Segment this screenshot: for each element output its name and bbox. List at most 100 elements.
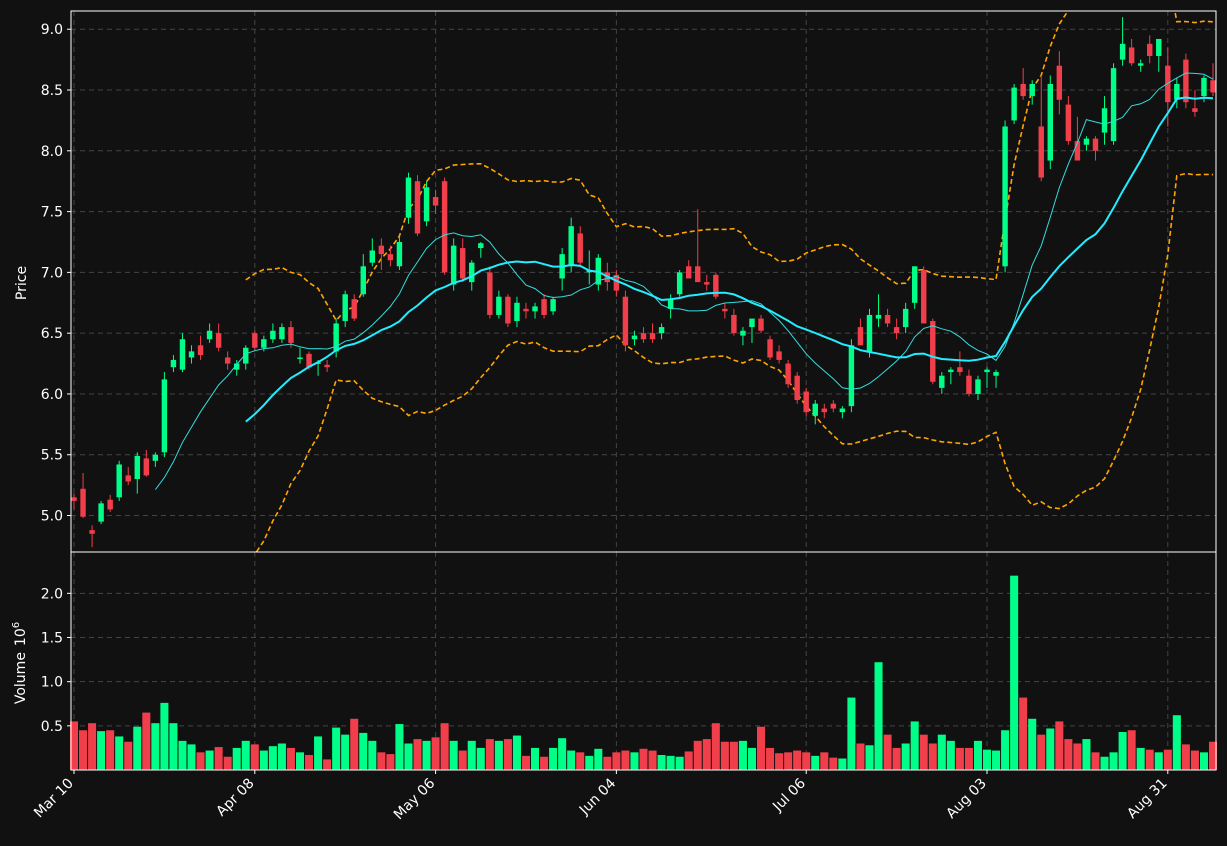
candle-body [957, 367, 963, 373]
candle-body [378, 245, 385, 255]
candle-body [459, 248, 466, 279]
candle-body [215, 333, 222, 348]
volume-bar [1037, 734, 1046, 770]
volume-bar [702, 739, 711, 770]
candle-body [234, 363, 240, 370]
volume-bar [142, 712, 151, 770]
volume-bar [811, 755, 820, 770]
volume-bar [729, 741, 738, 770]
candle-body [1128, 47, 1135, 64]
volume-bar [928, 743, 937, 770]
volume-bar [946, 740, 955, 770]
volume-bar [549, 747, 558, 770]
volume-bar [449, 740, 458, 770]
ma-short-line [154, 72, 1214, 490]
price-tick-label: 6.5 [41, 326, 63, 342]
candle-body [523, 308, 529, 312]
volume-bar [937, 734, 946, 770]
candle-body [288, 327, 294, 343]
volume-bar [494, 740, 503, 770]
candle-body [369, 250, 376, 263]
candle-body [568, 226, 574, 267]
volume-bar [684, 751, 693, 770]
volume-bar [277, 743, 286, 770]
volume-bar [332, 727, 341, 770]
candle-body [170, 359, 177, 368]
volume-bar [1199, 752, 1208, 770]
candle-body [740, 330, 746, 336]
volume-bar [187, 744, 196, 770]
volume-bar [775, 753, 784, 770]
candle-body [1002, 126, 1008, 267]
volume-bar [603, 756, 612, 770]
volume-bar [88, 723, 97, 770]
candle-body [984, 369, 990, 373]
volume-bar [657, 754, 666, 770]
volume-bar [738, 740, 747, 770]
candle-body [1201, 77, 1207, 97]
volume-bar [205, 750, 214, 770]
candle-body [279, 327, 285, 340]
candle-body [351, 299, 357, 319]
candle-body [243, 347, 249, 364]
volume-panel: 0.5 1.0 1.5 2.0 Volume 106 [11, 551, 1218, 771]
volume-bar [874, 662, 883, 770]
volume-bar [720, 741, 729, 770]
candle-body [812, 403, 818, 416]
volume-bar [214, 747, 223, 770]
candle-body [188, 351, 195, 358]
volume-bar [693, 740, 702, 770]
volume-tick-label: 0.5 [41, 719, 63, 735]
volume-bar [639, 748, 648, 770]
candle-body [731, 314, 737, 334]
candle-body [1011, 87, 1017, 121]
candle-body [758, 318, 764, 331]
candle-body [514, 302, 520, 322]
volume-bar [621, 750, 630, 770]
volume-bar [982, 749, 992, 770]
candle-body [1065, 104, 1072, 142]
candle-body [179, 339, 186, 370]
volume-bar [910, 721, 919, 770]
candle-body [98, 503, 104, 522]
volume-y-axis: 0.5 1.0 1.5 2.0 [41, 586, 71, 735]
volume-panel-frame [70, 551, 1217, 771]
price-tick-label: 7.5 [41, 205, 63, 221]
candle-body [396, 241, 403, 267]
volume-bar [1136, 747, 1145, 770]
candle-body [695, 266, 701, 283]
volume-bar [476, 747, 485, 770]
volume-bar [576, 752, 585, 770]
volume-bar [901, 743, 910, 770]
volume-bar [1010, 575, 1019, 770]
volume-bar [160, 702, 169, 770]
volume-bar [919, 734, 928, 770]
candle-body [704, 282, 710, 285]
candle-body [107, 499, 113, 510]
volume-bar [1082, 739, 1091, 770]
volume-bar [178, 740, 187, 770]
candle-body [1029, 83, 1035, 97]
volume-bar [856, 743, 865, 770]
candle-body [966, 375, 972, 394]
volume-bar [503, 739, 512, 770]
volume-bar [1109, 752, 1118, 770]
candle-body [143, 458, 150, 476]
candle-body [667, 299, 674, 309]
candle-body [685, 266, 692, 279]
volume-bar [395, 724, 404, 770]
candle-body [297, 357, 303, 359]
volume-bar [992, 750, 1001, 770]
volume-bar [1172, 715, 1181, 770]
volume-bar [1055, 721, 1064, 770]
volume-bar [259, 750, 268, 770]
candle-body [767, 339, 773, 358]
candle-body [1165, 65, 1171, 103]
candle-body [405, 177, 412, 218]
price-y-axis: 5.0 5.5 6.0 6.5 7.0 7.5 8.0 8.5 9.0 [41, 22, 71, 525]
candles [71, 17, 1216, 548]
candle-body [902, 308, 909, 328]
volume-bar [964, 747, 973, 770]
volume-bar [793, 750, 802, 770]
